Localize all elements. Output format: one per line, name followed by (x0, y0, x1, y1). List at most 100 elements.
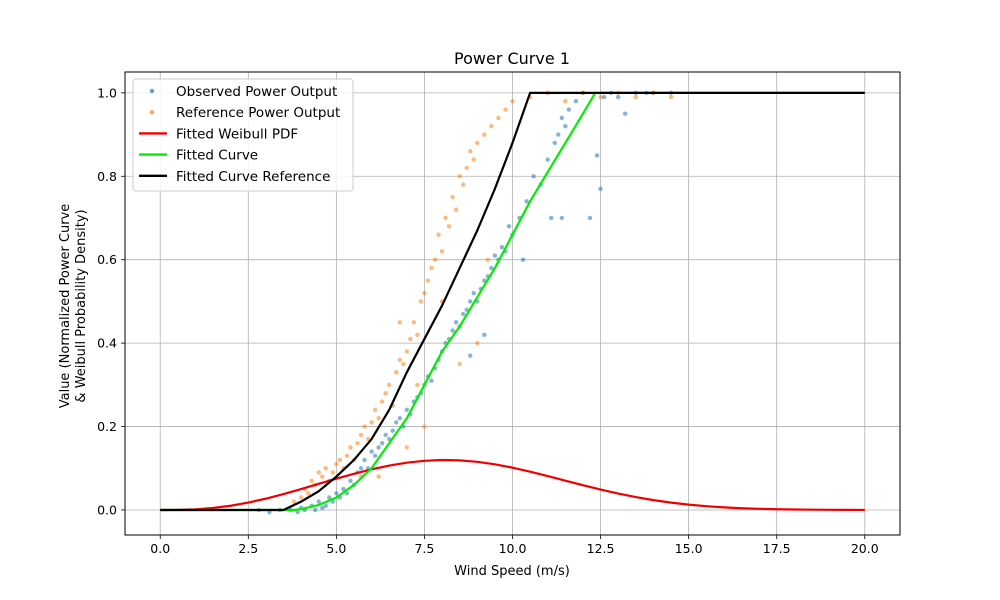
series-2 (160, 458, 865, 512)
point-1-20 (365, 436, 371, 442)
point-0-72 (556, 132, 561, 137)
point-0-67 (531, 174, 536, 179)
legend-item-3: Fitted Curve (139, 148, 258, 164)
point-1-36 (422, 290, 427, 296)
point-0-26 (376, 445, 381, 450)
point-1-65 (668, 94, 674, 100)
point-0-50 (460, 311, 466, 317)
chart-title: Power Curve 1 (454, 49, 570, 68)
point-0-18 (348, 478, 353, 483)
point-0-91 (520, 257, 526, 262)
point-1-34 (415, 332, 420, 337)
point-0-17 (344, 491, 350, 496)
point-1-46 (457, 174, 462, 179)
x-tick-label-1: 2.5 (238, 541, 258, 556)
point-1-51 (475, 140, 480, 146)
y-axis-label-line-1: Value (Normalized Power Curve (58, 204, 73, 409)
point-1-75 (485, 257, 491, 262)
legend: Observed Power Output Reference Power Out… (132, 78, 354, 192)
y-axis-ticks: 0.0 0.2 0.4 0.6 0.8 1.0 (97, 85, 125, 517)
x-tick-label-2: 5.0 (326, 541, 346, 556)
point-0-28 (383, 432, 388, 438)
x-tick-label-4: 10.0 (499, 541, 527, 556)
point-0-61 (499, 244, 505, 250)
point-0-8 (313, 507, 318, 513)
point-0-24 (369, 449, 374, 454)
point-0-14 (334, 491, 339, 496)
point-1-14 (344, 453, 350, 458)
point-1-26 (387, 382, 392, 388)
x-tick-label-5: 12.5 (587, 541, 615, 556)
line-4 (160, 91, 865, 512)
point-1-23 (376, 416, 381, 421)
point-0-75 (566, 107, 572, 112)
y-axis-label: Value (Normalized Power Curve & Weibull … (58, 204, 89, 409)
point-1-72 (415, 382, 420, 388)
y-tick-label-3: 0.6 (97, 252, 117, 267)
legend-label-4: Fitted Curve Reference (176, 169, 330, 185)
legend-marker-0 (149, 88, 155, 94)
point-0-41 (429, 378, 434, 383)
point-1-29 (397, 357, 402, 363)
legend-label-3: Fitted Curve (176, 148, 258, 164)
point-1-42 (443, 215, 448, 221)
point-1-59 (563, 98, 568, 104)
point-1-17 (355, 441, 360, 446)
x-tick-label-0: 0.0 (150, 541, 170, 556)
legend-item-1: Reference Power Output (149, 105, 340, 121)
point-0-32 (397, 416, 402, 421)
point-1-49 (468, 149, 473, 154)
x-axis-ticks: 0.0 2.5 5.0 7.5 10.0 12.5 15.0 17.5 20.0 (150, 535, 879, 556)
point-1-10 (330, 470, 336, 475)
y-tick-label-5: 1.0 (97, 85, 117, 100)
line-3 (160, 91, 865, 512)
legend-item-2: Fitted Weibull PDF (139, 126, 298, 142)
point-0-80 (598, 186, 603, 191)
point-1-44 (450, 194, 455, 200)
point-0-66 (524, 199, 529, 204)
y-tick-label-1: 0.2 (97, 419, 117, 434)
point-1-48 (464, 165, 469, 171)
point-0-31 (394, 420, 399, 425)
point-1-70 (475, 340, 480, 346)
point-0-4 (295, 509, 300, 515)
point-0-63 (506, 224, 512, 229)
point-0-92 (559, 215, 565, 221)
point-1-69 (457, 361, 462, 367)
point-0-78 (587, 215, 593, 221)
point-0-12 (327, 495, 332, 500)
point-0-79 (594, 153, 600, 158)
legend-label-0: Observed Power Output (176, 84, 337, 100)
point-0-83 (615, 94, 621, 100)
point-1-33 (411, 320, 417, 325)
point-1-3 (305, 491, 311, 496)
point-0-30 (390, 428, 395, 433)
point-1-39 (432, 257, 438, 262)
point-1-38 (429, 265, 434, 271)
point-1-66 (422, 424, 427, 429)
point-1-53 (489, 124, 494, 129)
point-0-59 (492, 253, 498, 258)
series-4 (160, 91, 865, 512)
point-0-90 (468, 353, 473, 358)
legend-item-4: Fitted Curve Reference (139, 169, 330, 185)
point-1-15 (348, 445, 353, 450)
point-1-22 (372, 407, 378, 413)
legend-item-0: Observed Power Output (149, 84, 337, 100)
point-0-70 (549, 215, 554, 221)
point-0-52 (468, 299, 473, 304)
legend-box (132, 78, 354, 192)
point-1-40 (436, 232, 441, 237)
point-1-52 (482, 132, 487, 137)
point-1-19 (362, 424, 367, 429)
point-0-9 (316, 499, 321, 504)
point-1-6 (316, 470, 321, 475)
legend-label-1: Reference Power Output (176, 105, 340, 121)
point-1-56 (510, 98, 515, 104)
point-1-47 (460, 182, 466, 187)
point-0-81 (601, 94, 607, 100)
point-1-32 (408, 336, 413, 342)
y-tick-label-2: 0.4 (97, 336, 117, 351)
point-1-7 (320, 474, 325, 479)
point-0-69 (545, 157, 550, 162)
